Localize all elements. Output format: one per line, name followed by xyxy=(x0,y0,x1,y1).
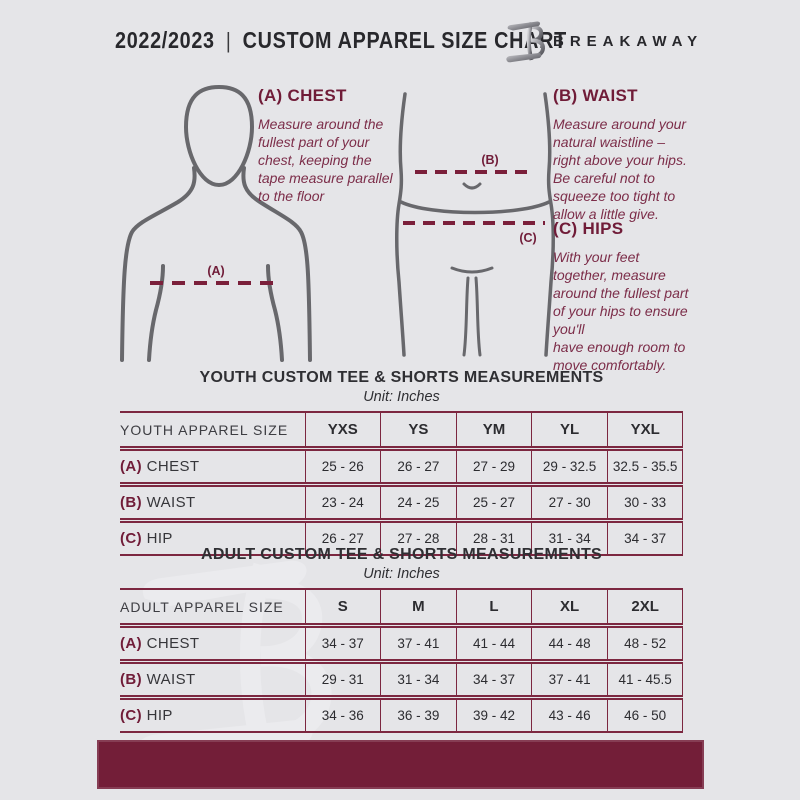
size-value-cell: 26 - 27 xyxy=(304,520,381,555)
section-hips-body: With your feet together, measure around … xyxy=(553,249,689,373)
size-value-cell: 44 - 48 xyxy=(531,625,608,662)
size-value-cell: 41 - 44 xyxy=(455,625,532,662)
figure-left-inner-arm xyxy=(147,264,165,362)
figure-right-shoulder xyxy=(241,166,312,362)
size-value-cell: 27 - 30 xyxy=(531,484,608,521)
figure-crotch-curve xyxy=(450,266,494,274)
size-value-cell: 30 - 33 xyxy=(606,484,684,521)
adult-header-row: ADULT APPAREL SIZE S M L XL 2XL xyxy=(120,589,684,626)
size-value-cell: 34 - 37 xyxy=(606,520,684,555)
adult-table-unit: Unit: Inches xyxy=(363,566,440,582)
chest-figure: (A) xyxy=(120,84,312,362)
size-col-header: YM xyxy=(455,412,532,449)
size-col-header: YXS xyxy=(304,412,381,449)
header-divider: | xyxy=(225,27,232,53)
size-value-cell: 25 - 27 xyxy=(455,484,532,521)
section-hips-heading: (C) HIPS xyxy=(553,219,624,238)
size-value-cell: 41 - 45.5 xyxy=(606,661,684,698)
adult-table-title: ADULT CUSTOM TEE & SHORTS MEASUREMENTS xyxy=(200,546,603,563)
youth-table-title: YOUTH CUSTOM TEE & SHORTS MEASUREMENTS xyxy=(199,369,604,386)
size-value-cell: 46 - 50 xyxy=(606,697,684,732)
figure-right-side xyxy=(543,92,555,357)
size-col-header: YS xyxy=(380,412,457,449)
figure-head-outline xyxy=(183,84,255,188)
page-header: 2022/2023 | CUSTOM APPAREL SIZE CHART xyxy=(115,27,567,54)
size-col-header: YL xyxy=(531,412,608,449)
row-label: (A) CHEST xyxy=(120,458,200,475)
figure-left-side xyxy=(395,92,407,357)
adult-measurements-section: ADULT CUSTOM TEE & SHORTS MEASUREMENTS U… xyxy=(120,546,684,733)
row-label: (B) WAIST xyxy=(120,671,196,688)
hips-line-label: (C) xyxy=(519,231,536,245)
size-value-cell: 32.5 - 35.5 xyxy=(606,448,684,485)
figure-hip-curve xyxy=(399,200,551,215)
youth-hip-row: (C) HIP 26 - 27 27 - 28 28 - 31 31 - 34 … xyxy=(120,520,684,555)
row-label: (C) HIP xyxy=(120,530,173,547)
size-value-cell: 34 - 36 xyxy=(304,697,381,732)
size-value-cell: 36 - 39 xyxy=(380,697,457,732)
size-value-cell: 48 - 52 xyxy=(606,625,684,662)
size-value-cell: 27 - 28 xyxy=(380,520,457,555)
adult-waist-row: (B) WAIST 29 - 31 31 - 34 34 - 37 37 - 4… xyxy=(120,661,684,698)
row-label: (A) CHEST xyxy=(120,635,200,652)
waist-line-label: (B) xyxy=(481,153,498,167)
figure-left-shoulder xyxy=(120,166,197,362)
adult-hip-row: (C) HIP 34 - 36 36 - 39 39 - 42 43 - 46 … xyxy=(120,697,684,732)
size-value-cell: 24 - 25 xyxy=(380,484,457,521)
section-chest-heading: (A) CHEST xyxy=(258,86,347,105)
size-value-cell: 26 - 27 xyxy=(380,448,457,485)
page-title: CUSTOM APPAREL SIZE CHART xyxy=(242,27,567,53)
adult-size-label: ADULT APPAREL SIZE xyxy=(120,598,284,615)
size-value-cell: 25 - 26 xyxy=(304,448,381,485)
youth-table-unit: Unit: Inches xyxy=(363,389,440,405)
section-chest: (A) CHEST Measure around the fullest par… xyxy=(258,86,436,205)
size-value-cell: 29 - 31 xyxy=(304,661,381,698)
size-value-cell: 31 - 34 xyxy=(531,520,608,555)
youth-measurements-section: YOUTH CUSTOM TEE & SHORTS MEASUREMENTS U… xyxy=(120,369,684,556)
section-hips: (C) HIPS With your feet together, measur… xyxy=(553,219,731,374)
figure-right-inner-arm xyxy=(266,264,284,362)
youth-waist-row: (B) WAIST 23 - 24 24 - 25 25 - 27 27 - 3… xyxy=(120,484,684,521)
size-value-cell: 31 - 34 xyxy=(380,661,457,698)
section-waist: (B) WAIST Measure around your natural wa… xyxy=(553,86,731,223)
size-value-cell: 28 - 31 xyxy=(455,520,532,555)
figure-right-inner-leg xyxy=(474,276,482,357)
size-value-cell: 29 - 32.5 xyxy=(531,448,608,485)
size-col-header: 2XL xyxy=(606,589,684,626)
section-chest-body: Measure around the fullest part of your … xyxy=(258,116,393,204)
size-col-header: M xyxy=(380,589,457,626)
size-col-header: YXL xyxy=(606,412,684,449)
header-year: 2022/2023 xyxy=(115,27,215,53)
size-value-cell: 34 - 37 xyxy=(304,625,381,662)
size-value-cell: 37 - 41 xyxy=(531,661,608,698)
figure-navel xyxy=(462,182,482,190)
row-label: (B) WAIST xyxy=(120,494,196,511)
row-label: (C) HIP xyxy=(120,707,173,724)
section-waist-body: Measure around your natural waistline – … xyxy=(553,116,687,222)
youth-chest-row: (A) CHEST 25 - 26 26 - 27 27 - 29 29 - 3… xyxy=(120,448,684,485)
size-value-cell: 43 - 46 xyxy=(531,697,608,732)
size-col-header: XL xyxy=(531,589,608,626)
youth-size-table: YOUTH APPAREL SIZE YXS YS YM YL YXL (A) … xyxy=(120,411,684,556)
breakaway-logo-icon xyxy=(506,21,545,63)
waist-hips-figure: (B) (C) xyxy=(395,92,555,357)
size-value-cell: 39 - 42 xyxy=(455,697,532,732)
figure-left-inner-leg xyxy=(462,276,470,357)
size-value-cell: 34 - 37 xyxy=(455,661,532,698)
size-value-cell: 37 - 41 xyxy=(380,625,457,662)
brand-name: BREAKAWAY xyxy=(553,33,704,50)
adult-size-table: ADULT APPAREL SIZE S M L XL 2XL (A) CHES… xyxy=(120,588,684,733)
section-waist-heading: (B) WAIST xyxy=(553,86,638,105)
youth-size-label: YOUTH APPAREL SIZE xyxy=(120,421,289,438)
footer-accent-bar xyxy=(97,740,704,789)
size-value-cell: 27 - 29 xyxy=(455,448,532,485)
youth-header-row: YOUTH APPAREL SIZE YXS YS YM YL YXL xyxy=(120,412,684,449)
size-col-header: L xyxy=(455,589,532,626)
chest-line-label: (A) xyxy=(207,264,224,278)
size-value-cell: 23 - 24 xyxy=(304,484,381,521)
size-col-header: S xyxy=(304,589,381,626)
adult-chest-row: (A) CHEST 34 - 37 37 - 41 41 - 44 44 - 4… xyxy=(120,625,684,662)
